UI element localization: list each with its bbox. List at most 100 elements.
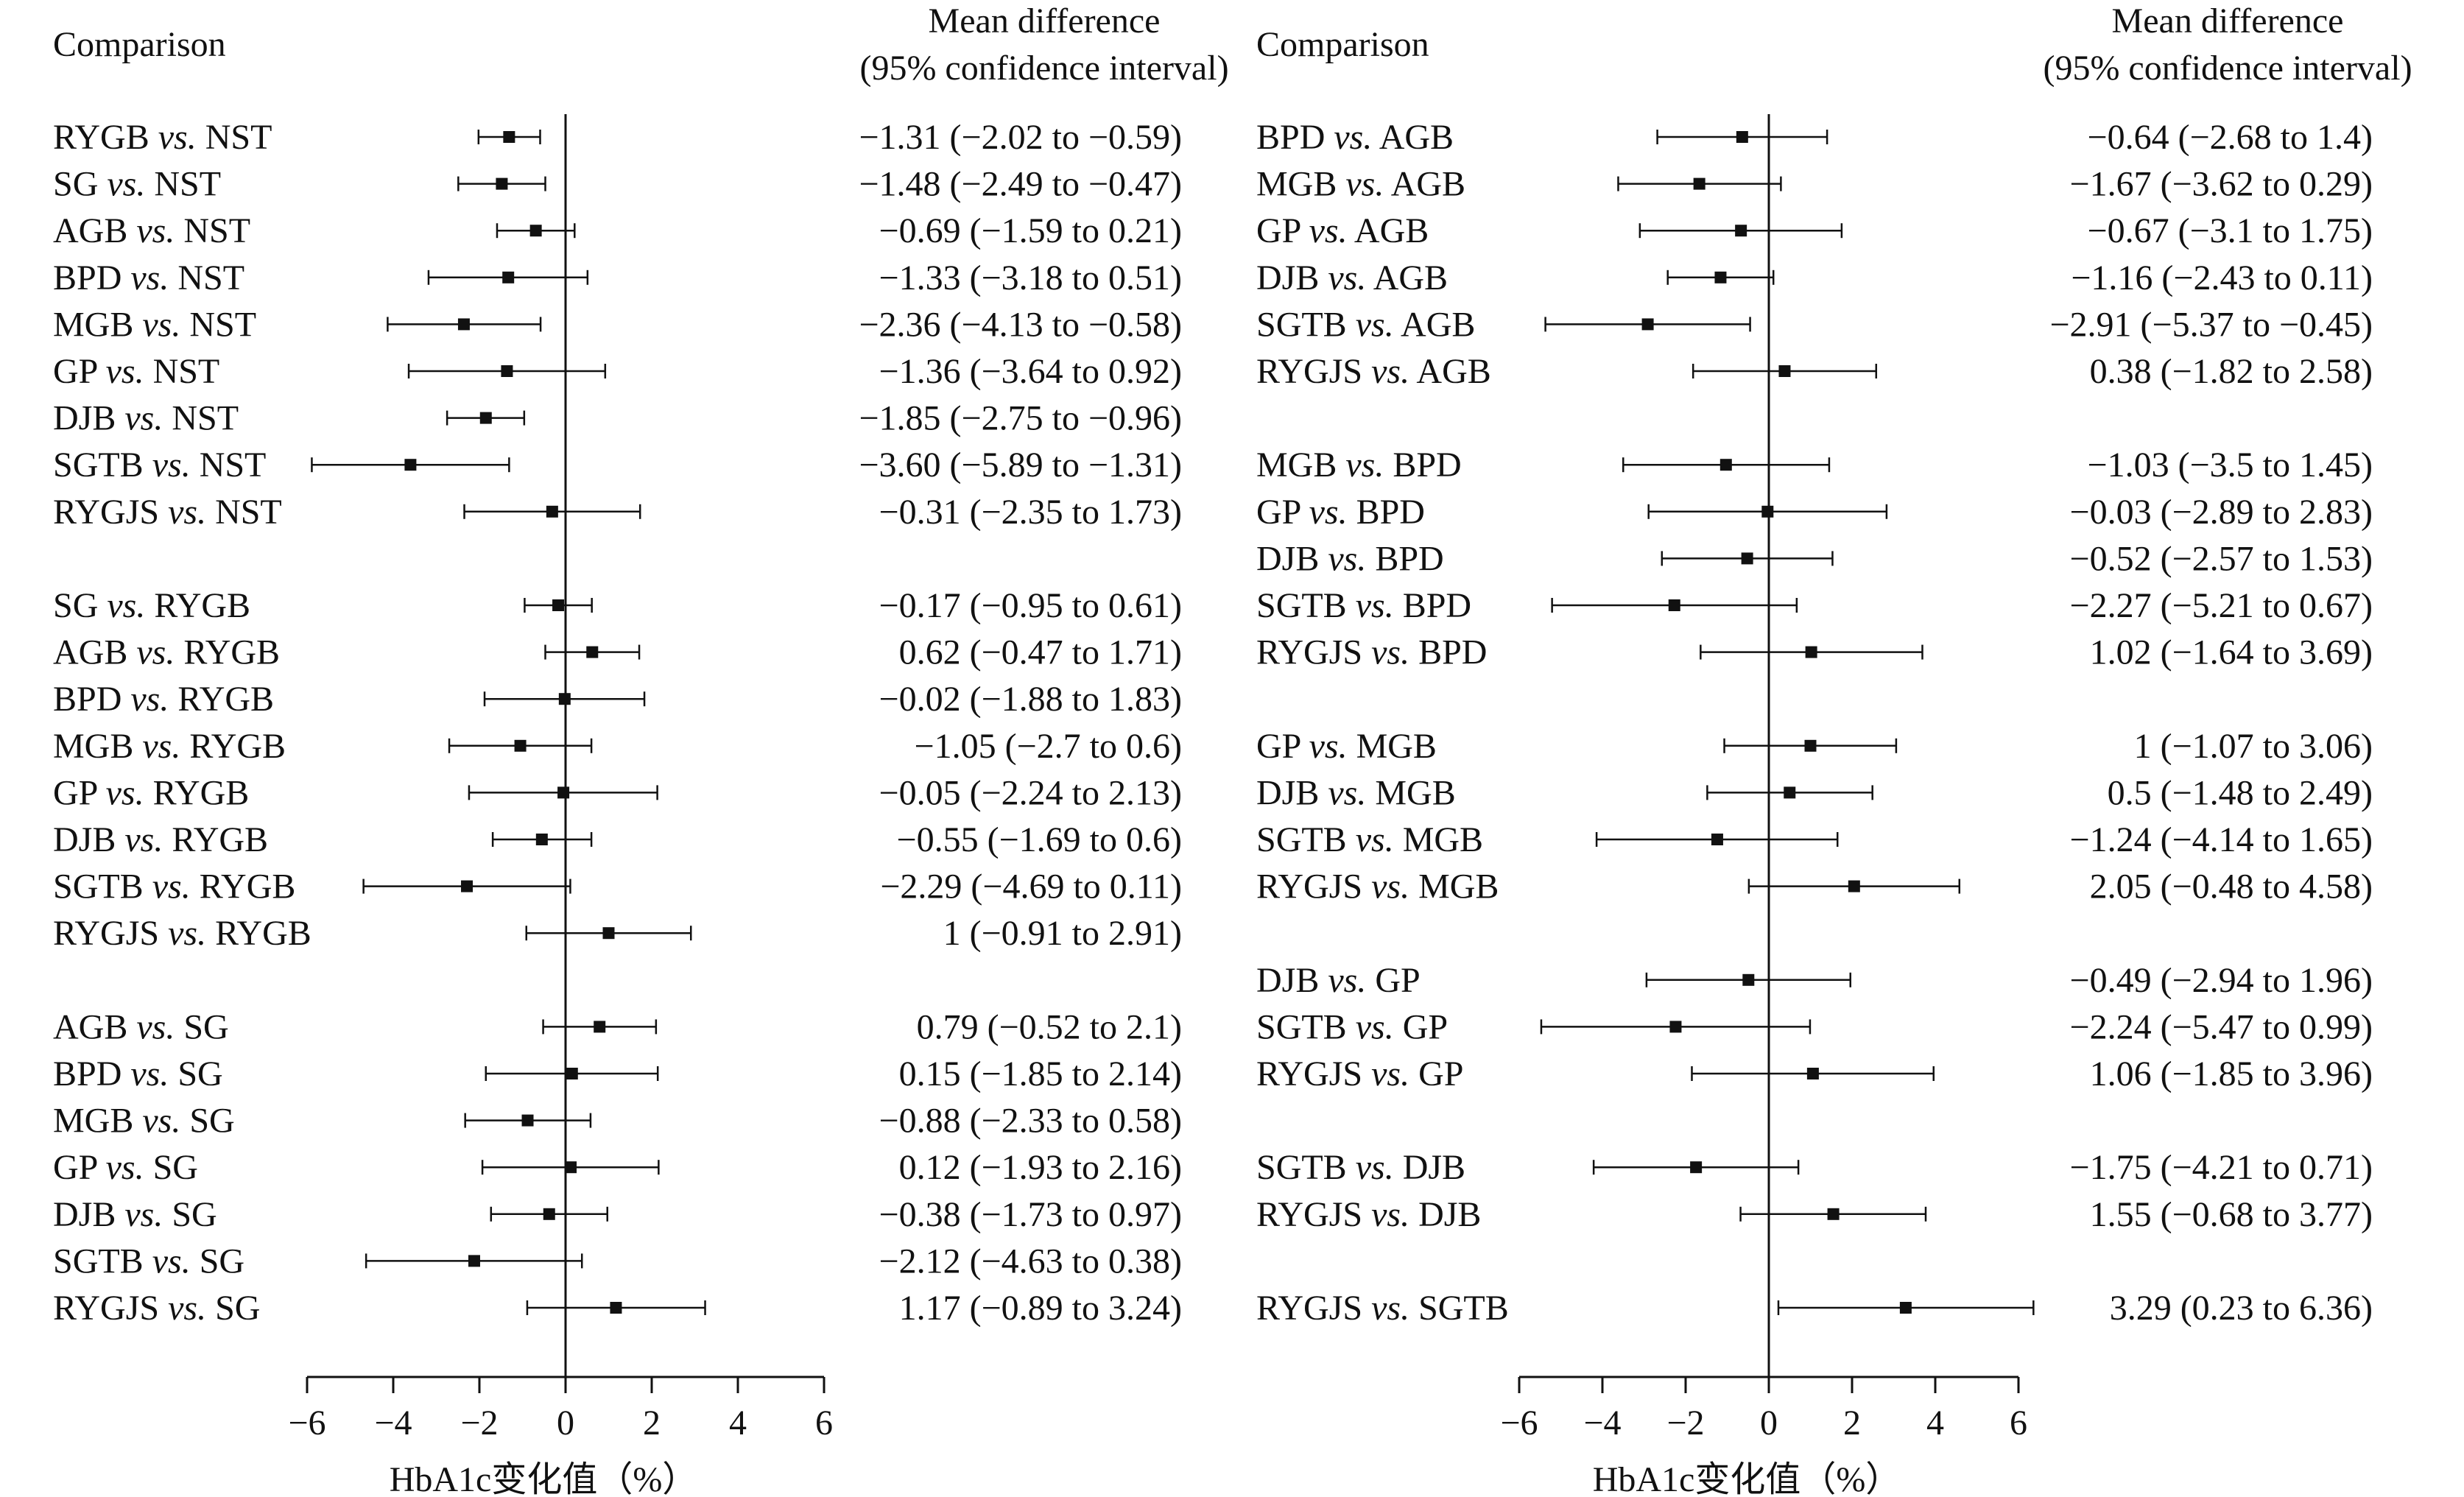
x-tick-label: 2	[643, 1403, 661, 1443]
point-estimate-marker	[1711, 834, 1723, 845]
mean-difference-value: −2.24 (−5.47 to 0.99)	[2070, 1007, 2373, 1046]
comparison-label: RYGJS vs. AGB	[1256, 352, 1491, 391]
comparison-label: GP vs. AGB	[1256, 211, 1429, 250]
comparison-row: RYGJS vs. BPD 1.02 (−1.64 to 3.69)	[1256, 633, 2373, 672]
comparison-label: GP vs. RYGB	[53, 773, 249, 812]
comparison-row: RYGJS vs. NST −0.31 (−2.35 to 1.73)	[53, 493, 1182, 532]
point-estimate-marker	[502, 271, 515, 283]
mean-difference-value: −0.49 (−2.94 to 1.96)	[2070, 961, 2373, 1000]
point-estimate-marker	[543, 1208, 555, 1220]
mean-difference-value: −0.03 (−2.89 to 2.83)	[2070, 493, 2373, 532]
comparison-label: RYGB vs. NST	[53, 118, 272, 157]
comparison-label: DJB vs. GP	[1256, 961, 1421, 1000]
x-tick-label: −6	[288, 1403, 325, 1443]
comparison-label: GP vs. SG	[53, 1148, 198, 1187]
point-estimate-marker	[1693, 177, 1706, 190]
header-mean-difference: Mean difference	[2112, 1, 2344, 40]
mean-difference-value: −0.02 (−1.88 to 1.83)	[879, 680, 1182, 719]
point-estimate-marker	[565, 1161, 577, 1174]
mean-difference-value: 1.06 (−1.85 to 3.96)	[2090, 1054, 2373, 1093]
comparison-label: SGTB vs. MGB	[1256, 820, 1483, 859]
comparison-row: RYGJS vs. DJB 1.55 (−0.68 to 3.77)	[1256, 1195, 2373, 1234]
forest-panel-2: Comparison Mean difference (95% confidence…	[1256, 1, 2412, 1497]
comparison-label: RYGJS vs. SG	[53, 1289, 260, 1328]
comparison-row: RYGB vs. NST −1.31 (−2.02 to −0.59)	[53, 118, 1182, 157]
point-estimate-marker	[461, 880, 474, 892]
x-tick-label: −2	[460, 1403, 498, 1443]
comparison-label: GP vs. BPD	[1256, 493, 1425, 532]
comparison-row: SGTB vs. MGB −1.24 (−4.14 to 1.65)	[1256, 820, 2373, 859]
mean-difference-value: −2.12 (−4.63 to 0.38)	[879, 1241, 1182, 1281]
comparison-row: SGTB vs. RYGB −2.29 (−4.69 to 0.11)	[53, 867, 1182, 906]
comparison-label: DJB vs. RYGB	[53, 820, 268, 859]
comparison-row: MGB vs. RYGB −1.05 (−2.7 to 0.6)	[53, 727, 1182, 766]
point-estimate-marker	[535, 834, 548, 845]
x-tick-label: 6	[2010, 1403, 2027, 1443]
comparison-label: DJB vs. AGB	[1256, 258, 1448, 297]
mean-difference-value: −1.33 (−3.18 to 0.51)	[879, 258, 1182, 297]
point-estimate-marker	[594, 1021, 606, 1033]
point-estimate-marker	[558, 693, 571, 705]
comparison-row: SG vs. RYGB −0.17 (−0.95 to 0.61)	[53, 586, 1182, 625]
comparison-row: GP vs. RYGB −0.05 (−2.24 to 2.13)	[53, 773, 1182, 812]
header-comparison: Comparison	[1256, 25, 1429, 64]
comparison-row: BPD vs. SG 0.15 (−1.85 to 2.14)	[53, 1054, 1182, 1093]
comparison-label: MGB vs. SG	[53, 1102, 235, 1141]
mean-difference-value: −2.29 (−4.69 to 0.11)	[880, 867, 1182, 906]
point-estimate-marker	[1741, 552, 1753, 565]
comparison-label: RYGJS vs. NST	[53, 493, 282, 532]
comparison-label: SGTB vs. NST	[53, 445, 266, 485]
point-estimate-marker	[457, 318, 470, 331]
comparison-row: AGB vs. SG 0.79 (−0.52 to 2.1)	[53, 1007, 1182, 1046]
comparison-label: SGTB vs. DJB	[1256, 1148, 1465, 1187]
point-estimate-marker	[1669, 1021, 1682, 1033]
comparison-label: DJB vs. BPD	[1256, 539, 1444, 578]
point-estimate-marker	[552, 599, 565, 611]
mean-difference-value: −0.17 (−0.95 to 0.61)	[879, 586, 1182, 625]
mean-difference-value: −1.85 (−2.75 to −0.96)	[859, 399, 1182, 438]
mean-difference-value: −0.31 (−2.35 to 1.73)	[879, 493, 1182, 532]
comparison-row: SGTB vs. GP −2.24 (−5.47 to 0.99)	[1256, 1007, 2373, 1046]
point-estimate-marker	[1805, 646, 1817, 658]
comparison-label: AGB vs. RYGB	[53, 633, 280, 672]
x-axis: −6 −4 −2 0 2 4 6 HbA1c变化值（%）	[1500, 1376, 2027, 1497]
point-estimate-marker	[1784, 786, 1796, 799]
point-estimate-marker	[546, 505, 558, 518]
mean-difference-value: −1.36 (−3.64 to 0.92)	[879, 352, 1182, 391]
comparison-row: DJB vs. NST −1.85 (−2.75 to −0.96)	[53, 399, 1182, 438]
comparison-label: GP vs. NST	[53, 352, 219, 391]
mean-difference-value: −1.75 (−4.21 to 0.71)	[2070, 1148, 2373, 1187]
header-confidence-interval: (95% confidence interval)	[2043, 49, 2412, 88]
comparison-label: SG vs. RYGB	[53, 586, 250, 625]
point-estimate-marker	[1736, 131, 1748, 143]
comparison-row: RYGJS vs. RYGB 1 (−0.91 to 2.91)	[53, 914, 1182, 953]
point-estimate-marker	[529, 225, 542, 237]
point-estimate-marker	[404, 459, 417, 471]
x-tick-label: 6	[815, 1403, 833, 1443]
mean-difference-value: −0.69 (−1.59 to 0.21)	[879, 211, 1182, 250]
comparison-row: RYGJS vs. GP 1.06 (−1.85 to 3.96)	[1256, 1054, 2373, 1093]
point-estimate-marker	[1761, 505, 1774, 518]
mean-difference-value: −1.24 (−4.14 to 1.65)	[2070, 820, 2373, 859]
mean-difference-value: 0.62 (−0.47 to 1.71)	[899, 633, 1182, 672]
mean-difference-value: 0.79 (−0.52 to 2.1)	[917, 1007, 1182, 1046]
point-estimate-marker	[501, 365, 513, 377]
point-estimate-marker	[514, 739, 527, 752]
point-estimate-marker	[1714, 271, 1727, 283]
x-tick-label: 2	[1843, 1403, 1861, 1443]
point-estimate-marker	[1804, 739, 1817, 752]
point-estimate-marker	[479, 412, 492, 424]
comparison-label: DJB vs. MGB	[1256, 773, 1456, 812]
forest-panel-1: Comparison Mean difference (95% confidence…	[53, 1, 1229, 1497]
mean-difference-value: 1 (−0.91 to 2.91)	[943, 914, 1182, 953]
mean-difference-value: −2.36 (−4.13 to −0.58)	[859, 305, 1182, 344]
comparison-row: GP vs. MGB 1 (−1.07 to 3.06)	[1256, 727, 2373, 766]
header-mean-difference: Mean difference	[929, 1, 1161, 40]
mean-difference-value: −2.27 (−5.21 to 0.67)	[2070, 586, 2373, 625]
mean-difference-value: 0.5 (−1.48 to 2.49)	[2108, 773, 2373, 812]
comparison-label: RYGJS vs. BPD	[1256, 633, 1487, 672]
point-estimate-marker	[1641, 318, 1654, 331]
mean-difference-value: −1.16 (−2.43 to 0.11)	[2071, 258, 2373, 297]
mean-difference-value: 0.38 (−1.82 to 2.58)	[2090, 352, 2373, 391]
comparison-row: RYGJS vs. SG 1.17 (−0.89 to 3.24)	[53, 1289, 1182, 1328]
